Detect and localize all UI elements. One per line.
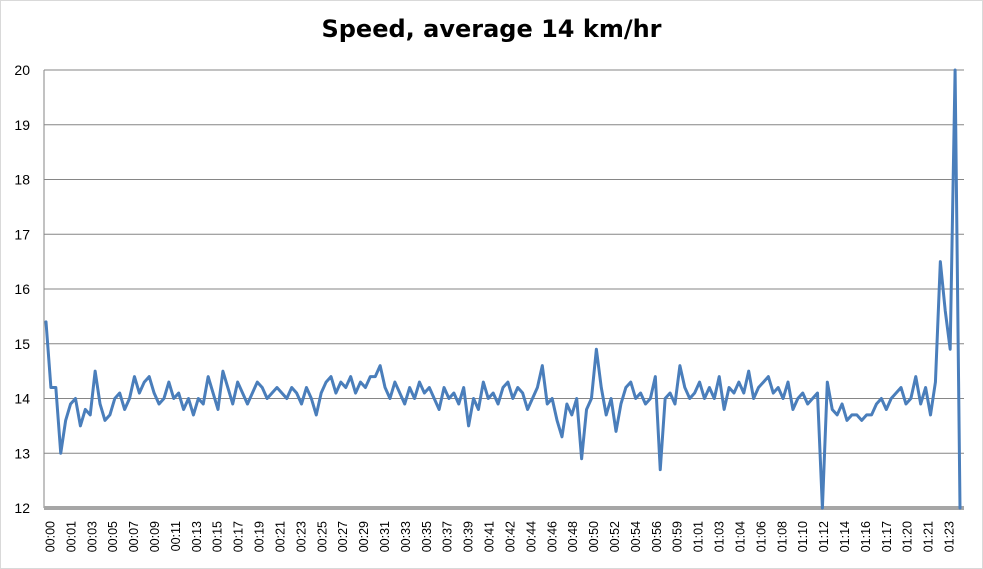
x-tick-label: 00:09	[148, 521, 162, 552]
x-tick-label: 00:27	[336, 521, 350, 552]
y-tick-label: 13	[14, 445, 30, 461]
x-tick-label: 00:54	[629, 521, 643, 552]
x-tick-label: 01:04	[733, 521, 747, 552]
x-tick-label: 00:13	[190, 521, 204, 552]
x-tick-label: 01:14	[838, 521, 852, 552]
x-tick-label: 00:59	[671, 521, 685, 552]
x-tick-label: 00:01	[64, 521, 78, 552]
x-tick-label: 00:46	[545, 521, 559, 552]
x-tick-label: 01:12	[817, 521, 831, 552]
y-tick-label: 17	[14, 226, 30, 242]
y-tick-label: 16	[14, 281, 30, 297]
x-tick-label: 00:11	[169, 521, 183, 551]
x-tick-label: 00:23	[294, 521, 308, 552]
x-tick-label: 00:21	[273, 521, 287, 552]
x-tick-label: 01:17	[880, 521, 894, 552]
x-tick-label: 01:16	[859, 521, 873, 552]
x-tick-label: 01:10	[796, 521, 810, 552]
x-tick-label: 00:41	[483, 521, 497, 552]
x-tick-label: 01:06	[754, 521, 768, 552]
x-tick-label: 00:19	[253, 521, 267, 552]
x-tick-label: 01:20	[901, 521, 915, 552]
x-tick-label: 00:52	[608, 521, 622, 552]
x-tick-label: 00:05	[106, 521, 120, 552]
x-tick-label: 00:56	[650, 521, 664, 552]
x-tick-label: 01:08	[775, 521, 789, 552]
x-tick-label: 00:39	[462, 521, 476, 552]
x-tick-label: 00:48	[566, 521, 580, 552]
y-tick-label: 14	[14, 391, 30, 407]
x-tick-label: 01:03	[713, 521, 727, 552]
x-tick-label: 00:00	[43, 521, 57, 552]
x-tick-label: 00:17	[232, 521, 246, 552]
y-tick-label: 15	[14, 336, 30, 352]
x-tick-label: 01:23	[943, 521, 957, 552]
y-tick-label: 18	[14, 172, 30, 188]
x-tick-label: 00:42	[503, 521, 517, 552]
x-tick-label: 00:44	[524, 521, 538, 552]
x-tick-label: 00:29	[357, 521, 371, 552]
x-tick-label: 00:33	[399, 521, 413, 552]
x-tick-label: 01:01	[692, 521, 706, 552]
speed-series-line	[44, 68, 962, 510]
x-tick-label: 00:07	[127, 521, 141, 552]
x-tick-label: 00:31	[378, 521, 392, 552]
y-tick-label: 19	[14, 117, 30, 133]
x-tick-label: 00:35	[420, 521, 434, 552]
chart-title: Speed, average 14 km/hr	[321, 15, 662, 43]
y-tick-label: 20	[14, 62, 30, 78]
x-tick-label: 00:03	[85, 521, 99, 552]
x-tick-label: 00:50	[587, 521, 601, 552]
x-tick-label: 00:15	[211, 521, 225, 552]
x-tick-label: 00:37	[441, 521, 455, 552]
y-tick-label: 12	[14, 500, 30, 516]
x-tick-label: 01:21	[922, 521, 936, 552]
x-tick-label: 00:25	[315, 521, 329, 552]
